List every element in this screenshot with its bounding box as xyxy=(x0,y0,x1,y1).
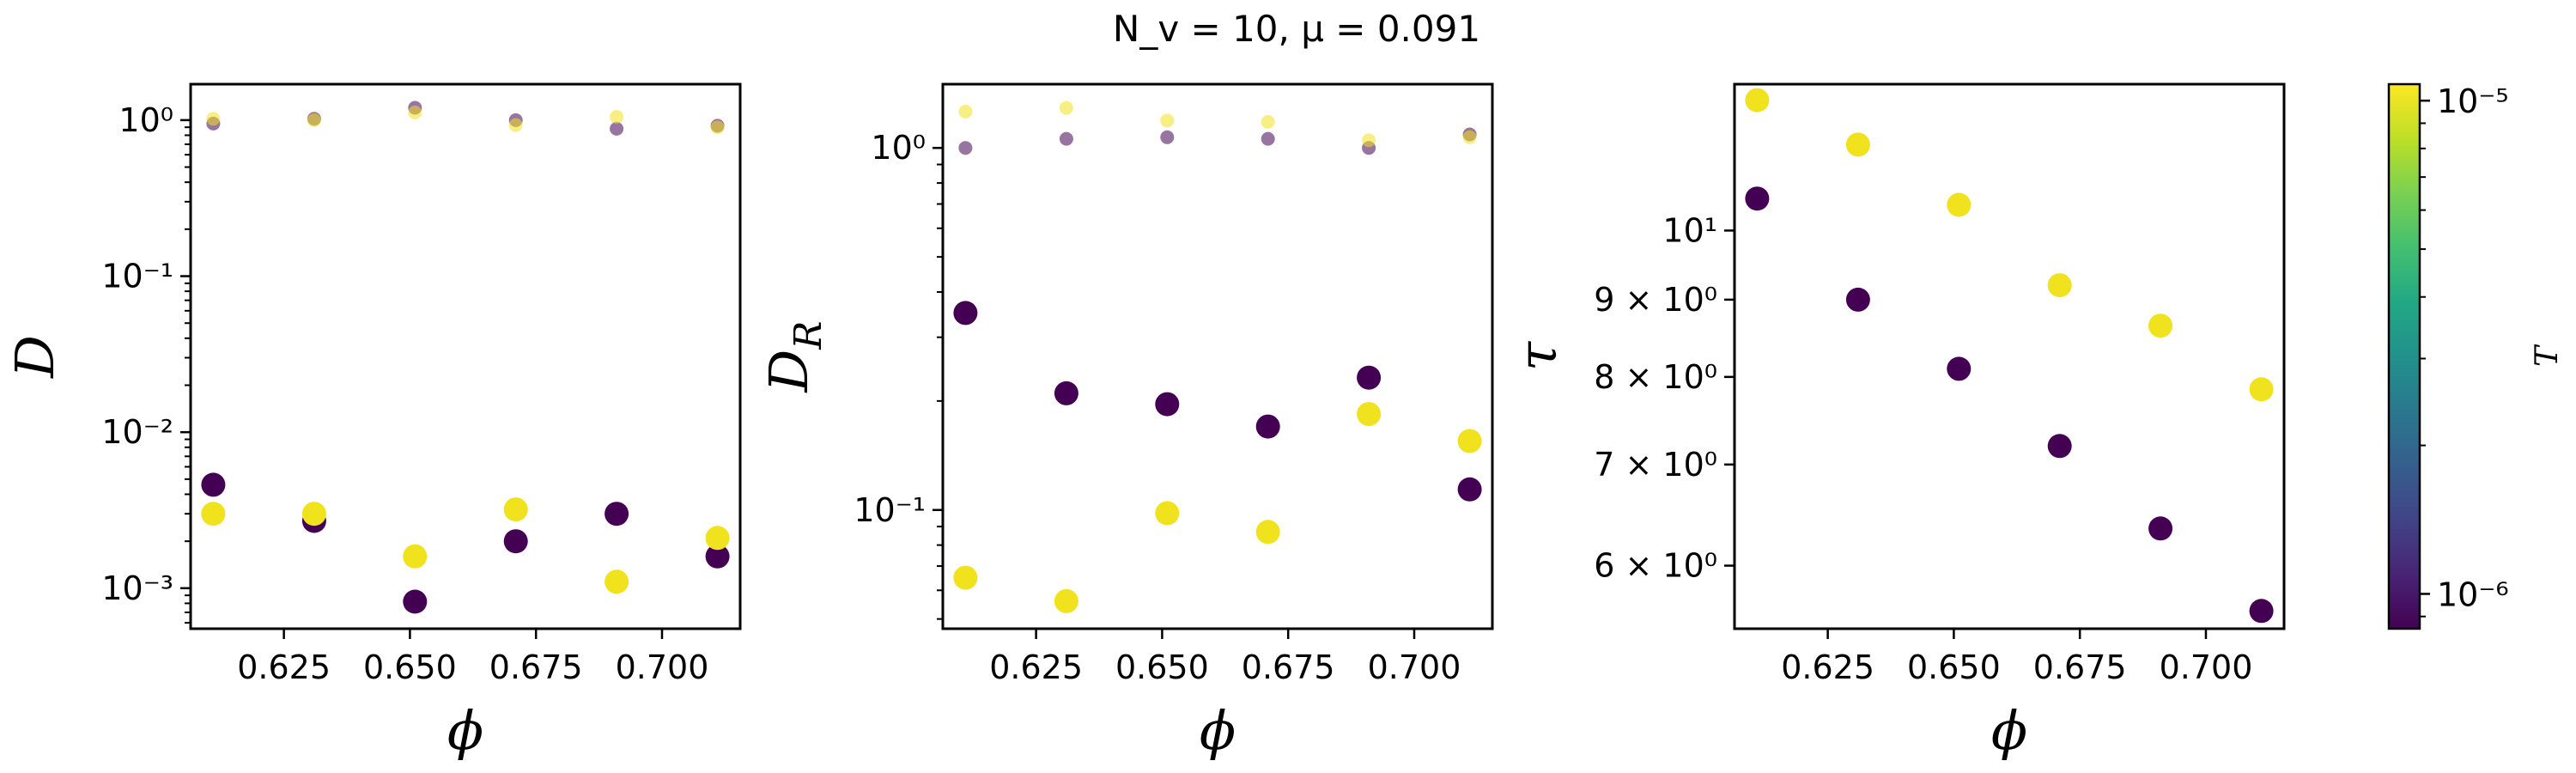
colorbar-gradient xyxy=(2387,82,2421,630)
data-point xyxy=(1357,365,1382,390)
data-point xyxy=(610,110,624,124)
data-point xyxy=(705,544,730,569)
data-point xyxy=(1462,130,1477,144)
y-tick-label: 9 × 10⁰ xyxy=(1594,281,1717,319)
y-axis-label: DR xyxy=(757,321,830,393)
data-point xyxy=(1160,113,1175,128)
x-axis-label: ϕ xyxy=(1200,699,1236,762)
data-point xyxy=(307,113,321,127)
y-axis-label: D xyxy=(3,335,66,379)
x-tick-label: 0.675 xyxy=(1242,648,1335,686)
data-point xyxy=(403,589,428,614)
data-point xyxy=(710,120,725,135)
y-axis-label-subscript: R xyxy=(787,321,830,350)
data-point xyxy=(1059,131,1073,146)
axes-frame xyxy=(941,82,1494,630)
data-point xyxy=(503,529,528,554)
y-tick-label: 6 × 10⁰ xyxy=(1594,547,1717,585)
data-point xyxy=(1845,132,1870,157)
data-point xyxy=(1947,192,1971,217)
data-point xyxy=(1255,414,1280,439)
data-point xyxy=(206,112,221,126)
y-tick-label: 10¹ xyxy=(1662,211,1717,249)
data-point xyxy=(1357,402,1382,427)
data-point xyxy=(1745,186,1770,211)
figure-title: N_v = 10, μ = 0.091 xyxy=(1113,8,1480,50)
axes-frame xyxy=(1733,82,2286,630)
data-point xyxy=(1155,501,1180,526)
y-tick-label: 8 × 10⁰ xyxy=(1594,358,1717,396)
colorbar-tick-label: 10⁻⁶ xyxy=(2437,575,2509,613)
data-point xyxy=(1362,133,1376,148)
data-point xyxy=(2148,516,2173,541)
colorbar: 10⁻⁶ 10⁻⁵ T xyxy=(2387,82,2565,630)
data-point xyxy=(953,301,978,326)
data-point xyxy=(958,141,973,155)
axes-frame xyxy=(189,82,742,630)
colorbar-tick-label: 10⁻⁵ xyxy=(2437,82,2509,120)
data-point xyxy=(610,121,624,136)
data-point xyxy=(1155,392,1180,417)
data-point xyxy=(1457,477,1482,502)
data-point xyxy=(605,502,629,526)
x-tick-label: 0.625 xyxy=(989,648,1083,686)
x-tick-label: 0.625 xyxy=(1781,648,1874,686)
data-point xyxy=(301,502,326,526)
panel-tau: 0.625 0.650 0.675 0.700 6 × 10⁰ 7 × 10⁰ 8 × 10… xyxy=(1506,82,2286,762)
data-point xyxy=(403,544,428,569)
data-point xyxy=(1261,131,1275,146)
data-point xyxy=(953,565,978,590)
y-tick-label: 10⁰ xyxy=(871,129,926,167)
x-tick-label: 0.700 xyxy=(2160,648,2253,686)
y-tick-label: 10⁻² xyxy=(101,413,173,451)
data-point xyxy=(1845,287,1870,312)
data-point xyxy=(1745,88,1770,113)
data-point xyxy=(2249,377,2274,402)
data-point xyxy=(705,526,730,551)
data-point xyxy=(2148,313,2173,338)
data-point xyxy=(408,105,422,119)
y-tick-label: 10⁰ xyxy=(118,101,173,139)
x-tick-label: 0.700 xyxy=(616,648,709,686)
data-point xyxy=(2047,434,2072,459)
y-tick-label: 10⁻¹ xyxy=(854,491,926,529)
x-tick-label: 0.675 xyxy=(2033,648,2127,686)
y-tick-label: 7 × 10⁰ xyxy=(1594,446,1717,484)
x-tick-label: 0.650 xyxy=(1907,648,2001,686)
x-axis-label: ϕ xyxy=(447,699,483,762)
data-point xyxy=(605,569,629,594)
data-point xyxy=(958,104,973,119)
x-tick-label: 0.675 xyxy=(489,648,583,686)
data-point xyxy=(1255,520,1280,545)
data-point xyxy=(503,497,528,522)
data-point xyxy=(1160,130,1175,144)
data-point xyxy=(1059,100,1073,115)
y-tick-label: 10⁻³ xyxy=(101,569,173,607)
data-point xyxy=(1261,114,1275,129)
panel-D: 0.625 0.650 0.675 0.700 10⁻³ 10⁻² 10⁻¹ 10⁰ ϕ D xyxy=(3,82,742,762)
x-tick-label: 0.650 xyxy=(363,648,457,686)
data-point xyxy=(1054,588,1078,613)
data-point xyxy=(1457,429,1482,453)
data-point xyxy=(508,118,523,132)
data-point xyxy=(1947,356,1971,381)
y-axis-label: τ xyxy=(1506,340,1569,371)
data-point xyxy=(201,472,226,497)
x-tick-label: 0.625 xyxy=(237,648,331,686)
y-tick-label: 10⁻¹ xyxy=(101,258,173,295)
data-point xyxy=(201,502,226,526)
colorbar-label: T xyxy=(2530,344,2565,367)
panel-DR: 0.625 0.650 0.675 0.700 10⁻¹ 10⁰ ϕ DR xyxy=(757,82,1494,762)
data-point xyxy=(2249,599,2274,624)
x-tick-label: 0.700 xyxy=(1368,648,1461,686)
x-tick-label: 0.650 xyxy=(1115,648,1209,686)
data-point xyxy=(2047,273,2072,298)
x-axis-label: ϕ xyxy=(1991,699,2027,762)
data-point xyxy=(1054,380,1078,405)
